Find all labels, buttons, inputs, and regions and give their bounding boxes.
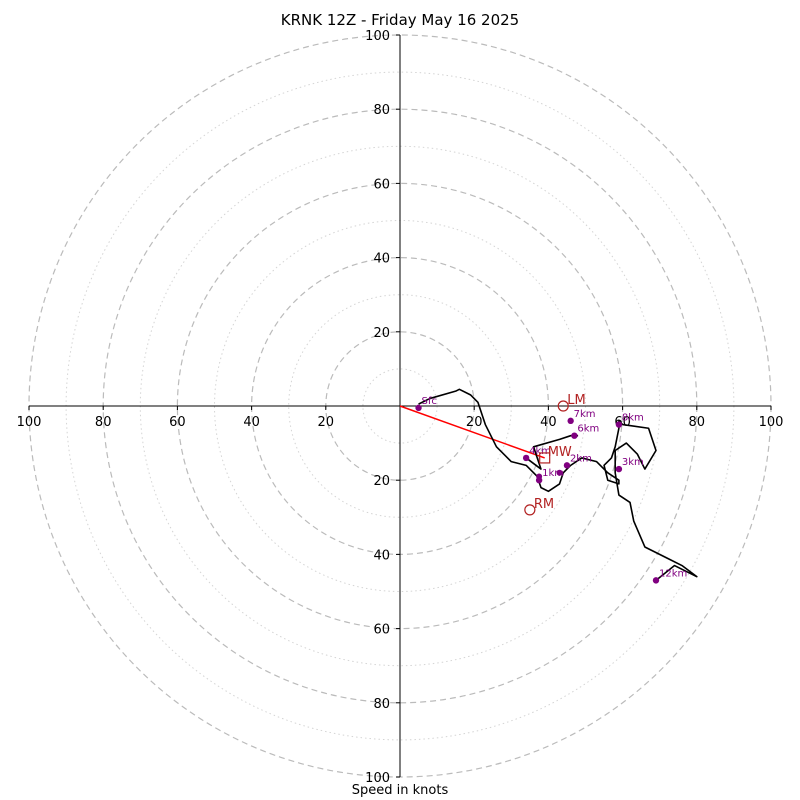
x-axis-label: Speed in knots — [351, 783, 449, 798]
y-tick-label: 40 — [373, 548, 390, 563]
y-tick-label: 100 — [365, 771, 390, 786]
height-marker-12km — [652, 577, 660, 584]
height-marker-1km — [535, 477, 543, 484]
height-marker-3km — [615, 465, 623, 473]
mw-marker — [539, 452, 551, 464]
x-tick-label: 100 — [17, 415, 42, 430]
height-label-12km: 12km — [659, 568, 687, 579]
chart-title: KRNK 12Z - Friday May 16 2025 — [280, 11, 520, 29]
x-tick-label: 60 — [169, 415, 186, 430]
x-tick-label: 100 — [759, 415, 784, 430]
x-tick-label: 80 — [689, 415, 706, 430]
height-label-2km: 2km — [570, 453, 592, 464]
rm-label: RM — [534, 497, 554, 512]
lm-marker — [557, 400, 569, 412]
height-marker-2km — [563, 462, 571, 469]
x-tick-label: 20 — [318, 415, 335, 430]
rm-marker — [524, 504, 536, 516]
y-tick-label: 40 — [373, 252, 390, 267]
y-tick-label: 20 — [373, 474, 390, 489]
x-tick-label: 80 — [95, 415, 112, 430]
height-marker-7km — [567, 417, 574, 425]
x-tick-label: 40 — [243, 415, 260, 430]
height-marker-4km — [522, 454, 530, 462]
height-marker-sfc — [415, 404, 422, 412]
mw-label: MW — [548, 445, 572, 460]
y-tick-label: 80 — [373, 697, 390, 712]
height-label-6km: 6km — [577, 424, 599, 435]
y-tick-label: 80 — [373, 103, 390, 118]
x-tick-label: 20 — [466, 415, 483, 430]
height-label-3km: 3km — [622, 457, 644, 468]
trace-point — [556, 469, 563, 476]
mean-wind-vector — [399, 405, 545, 459]
y-tick-label: 100 — [365, 29, 390, 44]
lm-label: LM — [567, 393, 585, 408]
height-label-4km: 4km — [529, 446, 551, 457]
hodograph-trace — [418, 388, 698, 581]
height-label-1km: 1km — [542, 468, 564, 479]
height-label-8km: 8km — [622, 413, 644, 424]
y-tick-label: 20 — [373, 326, 390, 341]
y-tick-label: 60 — [373, 177, 390, 192]
y-tick-label: 60 — [373, 623, 390, 638]
height-marker-6km — [571, 432, 578, 439]
height-marker-8km — [615, 421, 623, 428]
height-label-sfc: Sfc — [422, 396, 437, 407]
x-tick-label: 40 — [540, 415, 557, 430]
height-label-7km: 7km — [574, 409, 596, 420]
